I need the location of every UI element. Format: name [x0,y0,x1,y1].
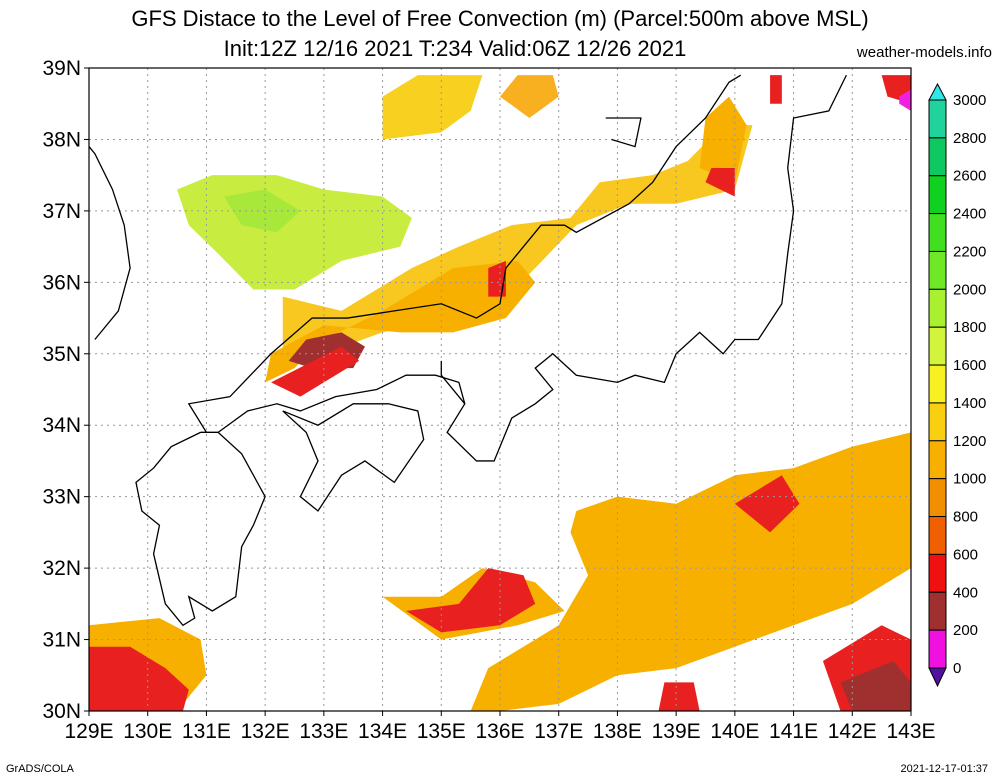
colorbar-label: 2800 [953,130,986,147]
lon-tick-label: 139E [652,720,701,743]
lon-tick-label: 138E [593,720,642,743]
colorbar-swatch [928,99,947,139]
colorbar-label: 1800 [953,319,986,336]
lat-tick-label: 36N [42,271,81,294]
lfc-region [770,75,782,104]
colorbar-label: 2200 [953,243,986,260]
colorbar-label: 1200 [953,433,986,450]
lfc-region [470,432,911,711]
colorbar-label: 1000 [953,471,986,488]
coastline [200,74,847,462]
chart-subtitle: Init:12Z 12/16 2021 T:234 Valid:06Z 12/2… [223,36,687,61]
coastline [440,360,466,405]
colorbar-swatch [928,326,947,366]
lfc-region [265,260,536,383]
colorbar-swatch [928,288,947,328]
lon-tick-label: 131E [182,720,231,743]
coastline [88,146,131,340]
lfc-region [840,660,911,711]
lfc-region [224,189,301,233]
lfc-region [406,568,536,633]
lfc-region [734,475,800,533]
lfc-region [177,175,412,290]
colorbar-label: 800 [953,509,978,526]
coastlines [88,74,847,627]
lon-tick-label: 136E [475,720,524,743]
coastline [135,431,266,627]
coastline [282,403,425,512]
colorbar-swatch [928,402,947,442]
colorbar-label: 600 [953,546,978,563]
lfc-region [89,646,189,711]
lfc-region [705,168,735,197]
lon-tick-label: 137E [534,720,583,743]
colorbar-label: 200 [953,622,978,639]
lon-tick-label: 135E [417,720,466,743]
lat-tick-label: 34N [42,414,81,437]
footer-timestamp: 2021-12-17-01:37 [900,763,988,775]
lfc-region [271,346,360,397]
lon-tick-label: 134E [358,720,407,743]
lon-tick-label: 129E [64,720,113,743]
lat-tick-label: 33N [42,486,81,509]
colorbar-label: 2400 [953,206,986,223]
colorbar-swatch [928,553,947,593]
lfc-region [282,125,753,354]
colorbar-label: 1400 [953,395,986,412]
colorbar-swatch [928,364,947,404]
colorbar-label: 2600 [953,168,986,185]
lon-tick-label: 130E [123,720,172,743]
lfc-region [382,75,483,140]
colorbar-swatch [928,591,947,631]
lfc-region [488,260,506,297]
colorbar-label: 1600 [953,357,986,374]
lat-tick-label: 39N [42,57,81,80]
footer-software: GrADS/COLA [6,763,74,775]
coastline [605,117,642,148]
lon-tick-label: 141E [769,720,818,743]
colorbar-bottom-arrow [928,667,947,688]
colorbar-label: 3000 [953,92,986,109]
coastline [187,74,742,433]
lat-tick-label: 31N [42,629,81,652]
colorbar-swatch [928,478,947,518]
lfc-region [658,682,700,711]
graticule [89,68,911,711]
colorbar-top-arrow [928,82,947,101]
colorbar-swatch [928,440,947,480]
colorbar-label: 0 [953,660,961,677]
site-credit[interactable]: weather-models.info [856,44,992,61]
colorbar-label: 2000 [953,281,986,298]
colorbar-swatch [928,137,947,177]
lon-tick-label: 140E [710,720,759,743]
colorbar-label: 400 [953,584,978,601]
lfc-field [89,75,911,711]
lon-tick-label: 133E [299,720,348,743]
colorbar-swatch [928,250,947,290]
lon-tick-label: 142E [828,720,877,743]
lon-tick-label: 143E [886,720,935,743]
colorbar-swatch [928,213,947,252]
colorbar-swatch [928,516,947,555]
colorbar-swatch [928,175,947,215]
lfc-region [500,75,559,119]
chart-title: GFS Distace to the Level of Free Convect… [131,6,869,31]
lat-tick-label: 38N [42,128,81,151]
colorbar-swatch [928,629,947,669]
lon-tick-label: 132E [241,720,290,743]
lat-tick-label: 32N [42,557,81,580]
lfc-region [899,89,911,111]
lat-tick-label: 30N [42,700,81,723]
lat-tick-label: 35N [42,343,81,366]
lfc-region [699,96,747,183]
lat-tick-label: 37N [42,200,81,223]
colorbar: 3000280026002400220020001800160014001200… [928,82,986,688]
